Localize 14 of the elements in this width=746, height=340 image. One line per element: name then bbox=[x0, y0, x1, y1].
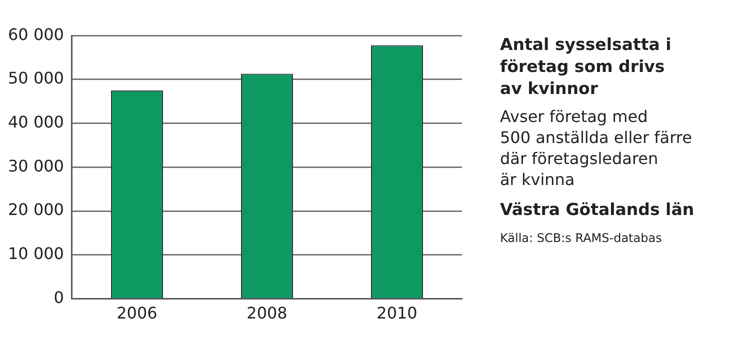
y-tick-label: 30 000 bbox=[8, 156, 64, 176]
y-tick-label: 10 000 bbox=[8, 244, 64, 264]
text: Antal sysselsatta i företag som drivs av kvinnor bbox=[500, 34, 672, 100]
text: Källa: SCB:s RAMS-databas bbox=[500, 231, 663, 245]
x-tick-label: 2006 bbox=[116, 304, 158, 323]
y-tick-label: 40 000 bbox=[8, 112, 64, 132]
text: Västra Götalands län bbox=[500, 200, 696, 219]
y-tick-label: 20 000 bbox=[8, 200, 64, 220]
y-tick-label: 0 bbox=[54, 288, 64, 307]
y-tick-label: 60 000 bbox=[8, 24, 64, 44]
text: Avser företag med 500 anställda eller färre där företagsledaren är kvinna bbox=[500, 106, 693, 190]
y-tick-label: 50 000 bbox=[8, 68, 64, 88]
x-tick-label: 2008 bbox=[246, 304, 288, 323]
x-tick-label: 2010 bbox=[376, 304, 418, 323]
